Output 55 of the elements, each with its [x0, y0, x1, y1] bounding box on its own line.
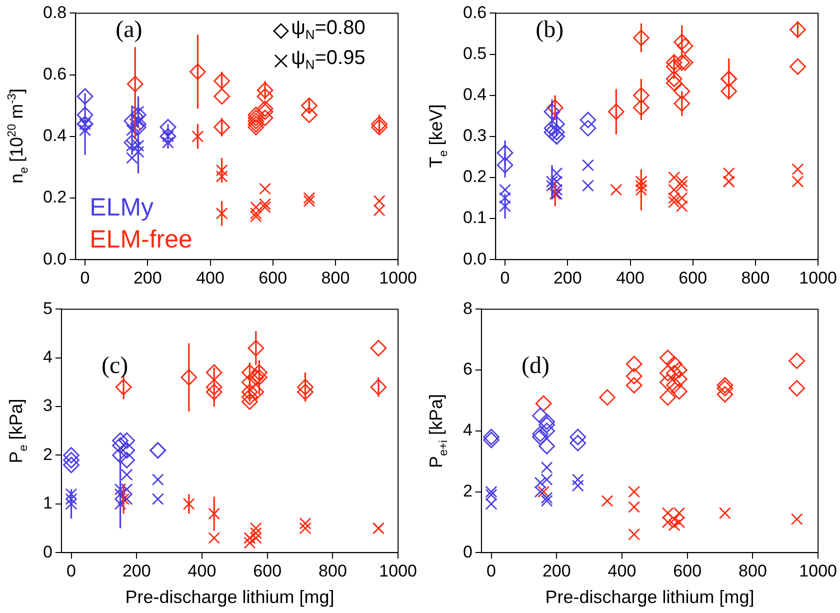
- series-label: ELMy: [90, 194, 154, 222]
- y-tick-label: 0: [462, 542, 472, 562]
- y-tick-label: 4: [462, 420, 472, 440]
- annotation: (c): [101, 353, 128, 380]
- annotation: (b): [536, 17, 564, 44]
- x-tick-label: 600: [253, 561, 282, 580]
- x-tick-label: 400: [188, 561, 216, 580]
- x-tick-label: 400: [608, 561, 636, 580]
- x-tick-label: 800: [738, 561, 767, 580]
- annotation: ψ$_{N}$=0.95: [291, 47, 366, 72]
- annotation: (d): [521, 353, 550, 380]
- y-tick-label: 0.6: [42, 64, 67, 84]
- x-tick-label: 600: [678, 268, 708, 288]
- y-tick-label: 0.5: [462, 44, 487, 63]
- y-tick-label: 2: [42, 444, 52, 464]
- y-tick-label: 8: [462, 298, 472, 318]
- y-tick-label: 0: [42, 542, 52, 562]
- x-tick-label: 1000: [799, 561, 838, 580]
- x-tick-label: 1000: [799, 268, 838, 288]
- y-tick-label: 0.1: [462, 208, 487, 228]
- x-tick-label: 800: [321, 268, 350, 288]
- y-tick-label: 0.0: [42, 249, 67, 268]
- text: ELM-free: [90, 226, 192, 254]
- x-axis-title: Pre-discharge lithium [mg]: [545, 587, 754, 608]
- x-axis-title: Pre-discharge lithium [mg]: [125, 587, 334, 608]
- x-tick-label: 0: [500, 268, 510, 288]
- x-tick-label: 600: [673, 561, 702, 580]
- annotation: (a): [116, 17, 142, 44]
- y-tick-label: 0.2: [42, 188, 67, 207]
- x-tick-label: 200: [133, 268, 162, 288]
- x-tick-label: 200: [553, 268, 582, 288]
- y-tick-label: 0.2: [462, 167, 487, 186]
- y-tick-label: 0.4: [462, 85, 487, 104]
- y-tick-label: 6: [462, 360, 472, 379]
- x-tick-label: 200: [542, 561, 571, 580]
- x-tick-label: 800: [741, 268, 770, 288]
- y-tick-label: 4: [42, 348, 52, 367]
- y-tick-label: 2: [462, 481, 472, 500]
- x-tick-label: 0: [80, 268, 90, 288]
- y-tick-label: 0.0: [462, 249, 487, 268]
- y-tick-label: 0.8: [42, 2, 67, 22]
- y-tick-label: 1: [42, 494, 52, 513]
- x-tick-label: 400: [616, 268, 644, 288]
- y-tick-label: 0.6: [462, 2, 487, 22]
- y-tick-label: 0.3: [462, 126, 487, 146]
- y-tick-label: 3: [42, 396, 52, 416]
- x-tick-label: 800: [318, 561, 347, 580]
- x-tick-label: 1000: [379, 561, 418, 580]
- y-tick-label: 0.4: [42, 126, 67, 146]
- annotation: ψ$_{N}$=0.80: [291, 17, 366, 42]
- x-tick-label: 200: [122, 561, 151, 580]
- y-tick-label: 5: [42, 298, 52, 318]
- x-tick-label: 1000: [379, 268, 418, 288]
- x-tick-label: 400: [196, 268, 224, 288]
- x-tick-label: 600: [258, 268, 288, 288]
